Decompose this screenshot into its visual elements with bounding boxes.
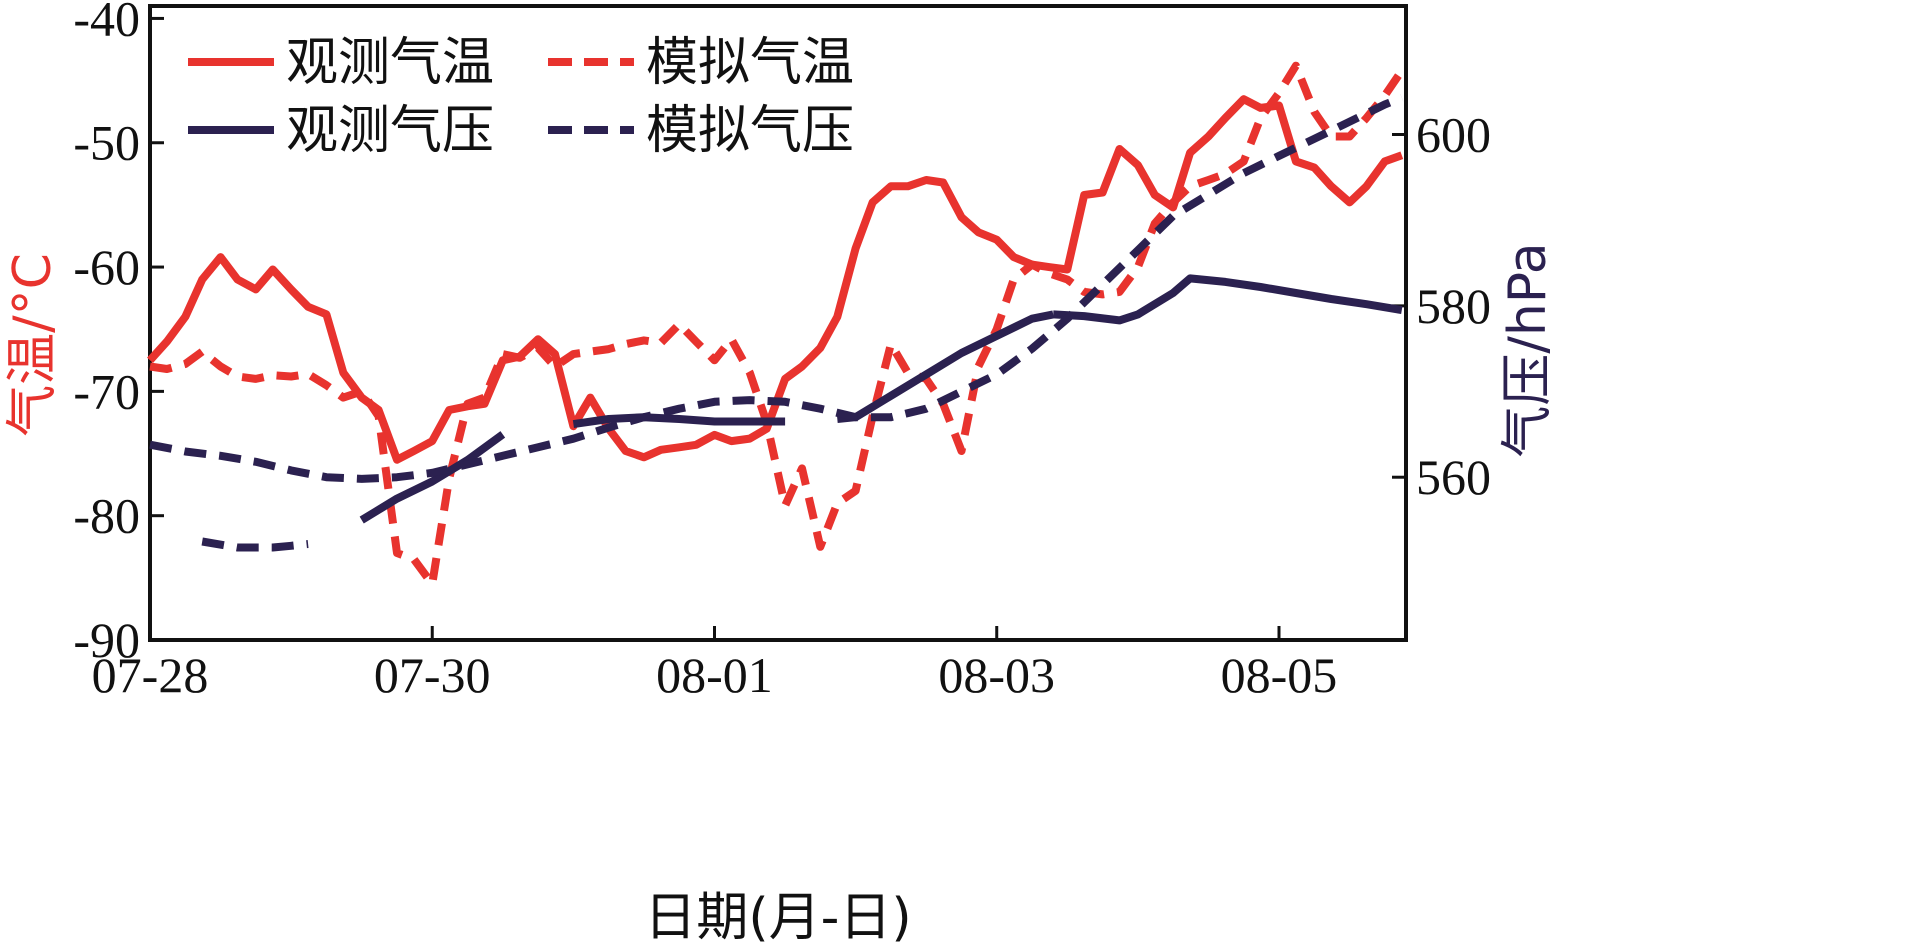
left-y-tick-label: -40 — [73, 0, 140, 46]
right-axis-title: 气压/hPa — [1498, 242, 1558, 457]
x-tick-label: 07-30 — [374, 647, 491, 703]
series-line-pressure-dashed — [201, 537, 309, 552]
series-line-pressure-solid — [1052, 274, 1403, 325]
x-tick-label: 08-01 — [656, 647, 773, 703]
left-axis-title: 气温/°C — [3, 253, 63, 437]
series-line-pressure-solid — [572, 413, 786, 429]
series-line-temp-dashed — [149, 61, 1406, 589]
x-axis-title: 日期(月-日) — [644, 888, 911, 947]
series-line-pressure-solid — [359, 431, 506, 524]
x-tick-label: 07-28 — [92, 647, 209, 703]
right-y-tick-label: 580 — [1416, 278, 1491, 334]
left-y-tick-label: -60 — [73, 239, 140, 295]
legend-label: 模拟气温 — [646, 33, 854, 93]
right-y-tick-label: 600 — [1416, 107, 1491, 163]
left-y-tick-label: -90 — [73, 612, 140, 668]
left-y-tick-label: -50 — [73, 115, 140, 171]
series-line-pressure-dashed — [149, 93, 1404, 483]
legend-label: 模拟气压 — [646, 101, 854, 161]
x-tick-label: 08-05 — [1221, 647, 1338, 703]
series-group — [147, 61, 1406, 589]
x-tick-label: 08-03 — [938, 647, 1055, 703]
plot-frame — [148, 4, 1408, 642]
series-line-pressure-solid — [836, 310, 1054, 423]
left-y-tick-label: -80 — [73, 488, 140, 544]
right-y-tick-label: 560 — [1416, 449, 1491, 505]
left-y-tick-label: -70 — [73, 363, 140, 419]
legend-label: 观测气压 — [286, 101, 494, 161]
legend-label: 观测气温 — [286, 33, 494, 93]
tick-group: 07-28 07-30 08-01 08-03 08-05 -40 -50 -60 -70 -80… — [73, 0, 1491, 703]
